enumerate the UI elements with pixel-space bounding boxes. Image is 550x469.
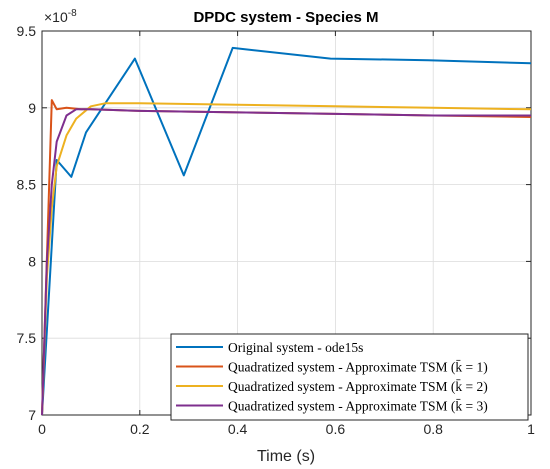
series-line-4: [41, 108, 531, 416]
y-tick-label: 7: [28, 407, 36, 423]
y-exponent-base: ×10: [44, 9, 68, 25]
series-line-1: [41, 46, 532, 416]
y-tick-label: 9.5: [17, 23, 37, 39]
x-tick-label: 0.4: [228, 421, 248, 437]
legend-label: Quadratized system - Approximate TSM (k̄…: [228, 379, 488, 394]
y-tick-label: 8.5: [17, 177, 37, 193]
y-exponent-label: ×10-8: [44, 8, 77, 25]
legend-label: Quadratized system - Approximate TSM (k̄…: [228, 360, 488, 375]
x-axis: 0 0.2 0.4 0.6 0.8 1: [38, 31, 535, 437]
series-line-3: [41, 102, 532, 416]
x-tick-label: 0.2: [130, 421, 150, 437]
y-axis: 7 7.5 8 8.5 9 9.5: [17, 23, 531, 423]
x-tick-label: 0.8: [423, 421, 443, 437]
legend-label: Quadratized system - Approximate TSM (k̄…: [228, 399, 488, 414]
legend: Original system - ode15s Quadratized syst…: [170, 333, 529, 421]
x-tick-label: 0.6: [326, 421, 346, 437]
x-tick-label: 1: [527, 421, 535, 437]
y-tick-label: 8: [28, 253, 36, 269]
x-tick-label: 0: [38, 421, 46, 437]
y-tick-label: 7.5: [17, 330, 37, 346]
y-tick-label: 9: [28, 100, 36, 116]
legend-box: [170, 333, 529, 421]
chart-title: DPDC system - Species M: [193, 9, 378, 26]
legend-label: Original system - ode15s: [228, 340, 363, 355]
series-lines: [41, 46, 532, 416]
x-axis-label: Time (s): [257, 448, 315, 465]
y-exponent-power: -8: [68, 8, 77, 19]
